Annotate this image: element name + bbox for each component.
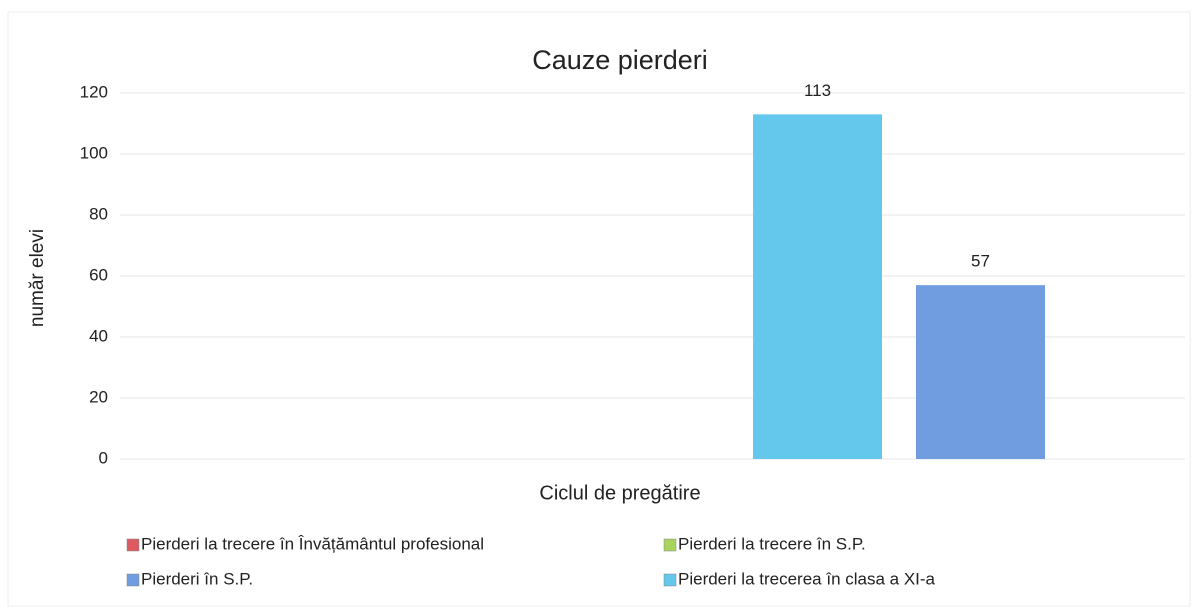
y-tick-label: 0 [99,448,108,467]
y-tick-label: 120 [80,82,108,101]
chart-title: Cauze pierderi [532,45,708,75]
x-axis-title: Ciclul de pregătire [539,482,700,504]
data-label: 113 [804,81,831,100]
y-tick-label: 80 [89,204,108,223]
bar [753,114,882,459]
legend-label: Pierderi la trecerea în clasa a XI-a [678,569,936,588]
y-tick-label: 20 [89,387,108,406]
legend-swatch [126,573,140,587]
chart-frame [7,11,1191,607]
legend-label: Pierderi în S.P. [141,569,253,588]
y-tick-label: 40 [89,326,108,345]
y-tick-label: 100 [80,143,108,162]
data-label: 57 [971,252,990,271]
legend-label: Pierderi la trecere în S.P. [678,534,866,553]
legend-swatch [663,538,677,552]
y-tick-label: 60 [89,265,108,284]
bar [916,285,1045,459]
y-axis-title: număr elevi [27,229,48,327]
legend-swatch [126,538,140,552]
legend-swatch [663,573,677,587]
legend-label: Pierderi la trecere în Învățământul prof… [141,534,484,553]
